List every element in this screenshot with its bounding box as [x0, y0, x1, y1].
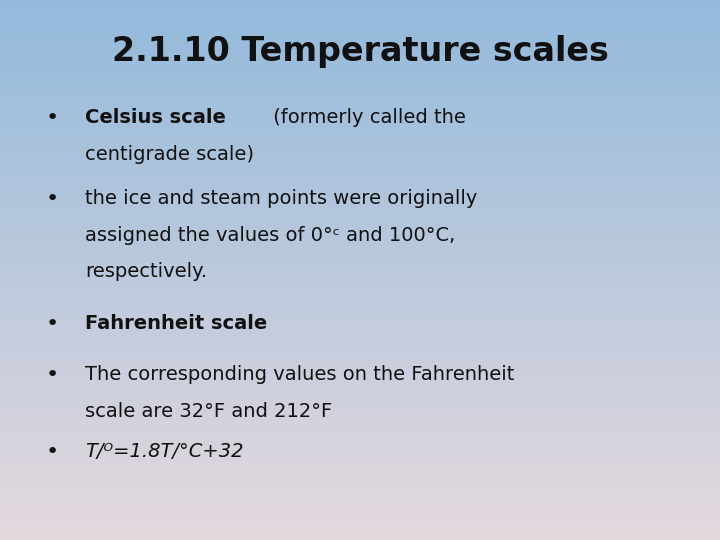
Text: •: • — [45, 365, 58, 385]
Text: •: • — [45, 189, 58, 209]
Text: respectively.: respectively. — [85, 262, 207, 281]
Text: Celsius scale: Celsius scale — [85, 108, 226, 127]
Text: •: • — [45, 108, 58, 128]
Text: Fahrenheit scale: Fahrenheit scale — [85, 314, 267, 333]
Text: T/ᴼ=1.8T/°C+32: T/ᴼ=1.8T/°C+32 — [85, 442, 243, 461]
Text: (formerly called the: (formerly called the — [266, 108, 466, 127]
Text: scale are 32°F and 212°F: scale are 32°F and 212°F — [85, 402, 332, 421]
Text: •: • — [45, 314, 58, 334]
Text: 2.1.10 Temperature scales: 2.1.10 Temperature scales — [112, 35, 608, 68]
Text: The corresponding values on the Fahrenheit: The corresponding values on the Fahrenhe… — [85, 365, 514, 384]
Text: centigrade scale): centigrade scale) — [85, 145, 254, 164]
Text: •: • — [45, 442, 58, 462]
Text: the ice and steam points were originally: the ice and steam points were originally — [85, 189, 477, 208]
Text: assigned the values of 0°ᶜ and 100°C,: assigned the values of 0°ᶜ and 100°C, — [85, 226, 455, 245]
